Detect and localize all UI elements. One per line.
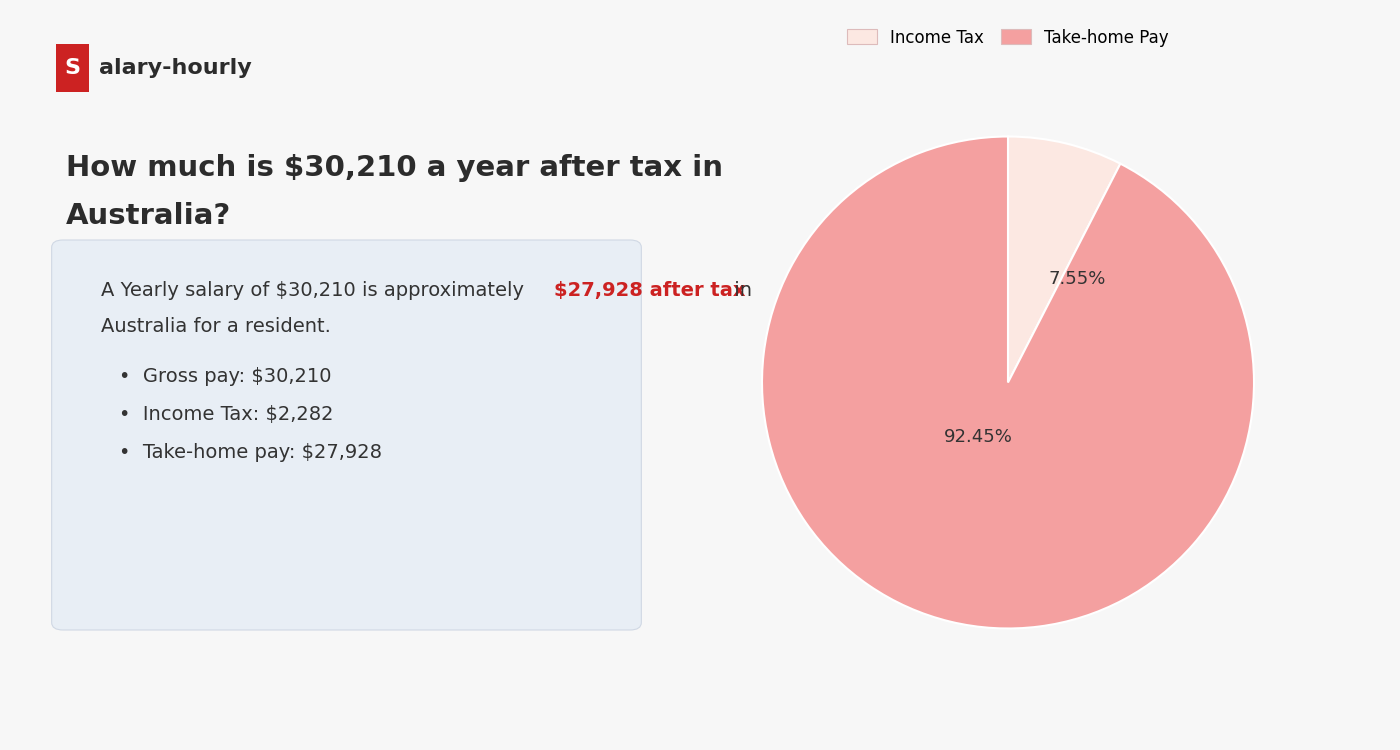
Wedge shape — [1008, 136, 1120, 382]
Text: Australia for a resident.: Australia for a resident. — [101, 317, 330, 336]
Text: $27,928 after tax: $27,928 after tax — [553, 281, 745, 300]
Text: alary-hourly: alary-hourly — [99, 58, 252, 77]
Text: 92.45%: 92.45% — [944, 427, 1014, 445]
Text: S: S — [64, 58, 80, 77]
Text: •  Gross pay: $30,210: • Gross pay: $30,210 — [119, 368, 332, 386]
Legend: Income Tax, Take-home Pay: Income Tax, Take-home Pay — [840, 22, 1176, 53]
Text: 7.55%: 7.55% — [1049, 270, 1106, 288]
Wedge shape — [762, 136, 1254, 628]
Text: •  Take-home pay: $27,928: • Take-home pay: $27,928 — [119, 442, 382, 461]
FancyBboxPatch shape — [52, 240, 641, 630]
Text: Australia?: Australia? — [66, 202, 231, 230]
Text: A Yearly salary of $30,210 is approximately: A Yearly salary of $30,210 is approximat… — [101, 281, 531, 300]
FancyBboxPatch shape — [56, 44, 88, 92]
Text: •  Income Tax: $2,282: • Income Tax: $2,282 — [119, 405, 333, 424]
Text: in: in — [728, 281, 752, 300]
Text: How much is $30,210 a year after tax in: How much is $30,210 a year after tax in — [66, 154, 722, 182]
